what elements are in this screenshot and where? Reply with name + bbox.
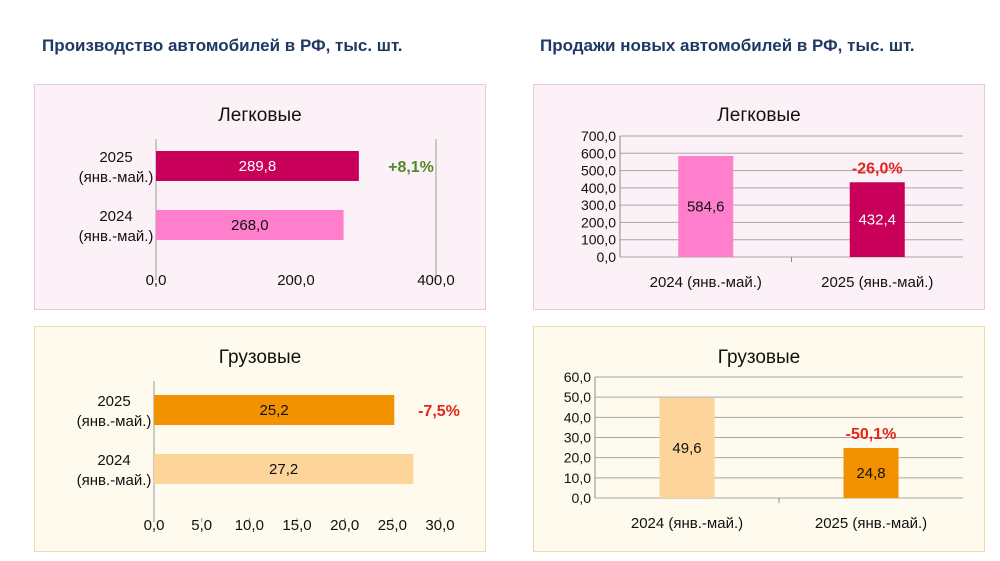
y-tick-label: 20,0 bbox=[564, 450, 591, 466]
category-label: 2025 (янв.-май.) bbox=[821, 274, 933, 291]
panel-background bbox=[533, 326, 985, 552]
x-tick-label: 0,0 bbox=[144, 517, 165, 534]
category-label: (янв.-май.) bbox=[77, 413, 152, 430]
chart-title: Легковые bbox=[717, 105, 800, 126]
x-tick-label: 30,0 bbox=[425, 517, 454, 534]
sales-trucks-panel: Грузовые 0,0 10,0 20,0 30,0 40,0 50,0 60,0 49,6 2… bbox=[533, 326, 985, 552]
bar-value-label: 268,0 bbox=[231, 217, 269, 234]
y-tick-label: 0,0 bbox=[597, 249, 617, 265]
y-tick-label: 500,0 bbox=[581, 163, 616, 179]
y-tick-label: 700,0 bbox=[581, 128, 616, 144]
panel-background bbox=[533, 84, 985, 310]
production-heading: Производство автомобилей в РФ, тыс. шт. bbox=[42, 36, 403, 55]
x-tick-label: 0,0 bbox=[146, 272, 167, 289]
x-tick-label: 400,0 bbox=[417, 272, 455, 289]
production-passenger-panel: Легковые 0,0 200,0 400,0 289,8 2025 (янв.-май.… bbox=[34, 84, 486, 310]
category-label: 2025 bbox=[99, 149, 132, 166]
change-label: +8,1% bbox=[388, 159, 434, 176]
chart-title: Легковые bbox=[218, 105, 301, 126]
bar-value-label: 432,4 bbox=[858, 212, 896, 229]
category-label: 2025 (янв.-май.) bbox=[815, 515, 927, 532]
category-label: 2024 (янв.-май.) bbox=[631, 515, 743, 532]
production-trucks-panel: Грузовые 0,0 5,0 10,0 15,0 20,0 25,0 30,0 25,2 20… bbox=[34, 326, 486, 552]
bar-value-label: 25,2 bbox=[260, 402, 289, 419]
bar-value-label: 24,8 bbox=[856, 465, 885, 482]
category-label: (янв.-май.) bbox=[79, 228, 154, 245]
panel-background bbox=[34, 326, 486, 552]
x-tick-label: 20,0 bbox=[330, 517, 359, 534]
x-tick-label: 25,0 bbox=[378, 517, 407, 534]
y-tick-label: 600,0 bbox=[581, 145, 616, 161]
y-tick-label: 100,0 bbox=[581, 232, 616, 248]
bar-value-label: 49,6 bbox=[672, 440, 701, 457]
y-tick-label: 30,0 bbox=[564, 430, 591, 446]
bar-value-label: 289,8 bbox=[239, 158, 277, 175]
change-label: -50,1% bbox=[846, 426, 897, 443]
bar bbox=[154, 454, 414, 484]
bar bbox=[156, 210, 344, 240]
panel-background bbox=[34, 84, 486, 310]
chart-title: Грузовые bbox=[219, 347, 301, 368]
y-tick-label: 10,0 bbox=[564, 470, 591, 486]
category-label: 2024 (янв.-май.) bbox=[650, 274, 762, 291]
bar bbox=[156, 151, 359, 181]
x-tick-label: 15,0 bbox=[282, 517, 311, 534]
y-tick-label: 40,0 bbox=[564, 409, 591, 425]
bar bbox=[659, 397, 715, 498]
category-label: 2024 bbox=[97, 452, 130, 469]
bar-value-label: 27,2 bbox=[269, 461, 298, 478]
category-label: 2024 bbox=[99, 208, 132, 225]
y-tick-label: 0,0 bbox=[572, 490, 592, 506]
x-tick-label: 5,0 bbox=[191, 517, 212, 534]
x-tick-label: 10,0 bbox=[235, 517, 264, 534]
bar bbox=[154, 395, 395, 425]
y-tick-label: 50,0 bbox=[564, 389, 591, 405]
change-label: -7,5% bbox=[418, 403, 460, 420]
sales-passenger-panel: Легковые 0,0 100,0 200,0 300,0 400,0 500,0 600,… bbox=[533, 84, 985, 310]
chart-title: Грузовые bbox=[718, 347, 800, 368]
y-tick-label: 60,0 bbox=[564, 369, 591, 385]
chart-svg: Легковые 0,0 200,0 400,0 289,8 2025 (янв.-май.… bbox=[34, 84, 486, 310]
y-tick-label: 300,0 bbox=[581, 197, 616, 213]
sales-heading: Продажи новых автомобилей в РФ, тыс. шт. bbox=[540, 36, 915, 55]
bar bbox=[843, 447, 899, 498]
change-label: -26,0% bbox=[852, 160, 903, 177]
y-tick-label: 200,0 bbox=[581, 214, 616, 230]
bar-value-label: 584,6 bbox=[687, 198, 725, 215]
category-label: 2025 bbox=[97, 393, 130, 410]
bar bbox=[849, 182, 905, 257]
x-tick-label: 200,0 bbox=[277, 272, 315, 289]
category-label: (янв.-май.) bbox=[79, 169, 154, 186]
chart-svg: Грузовые 0,0 5,0 10,0 15,0 20,0 25,0 30,0 25,2 20… bbox=[34, 326, 486, 552]
bar bbox=[678, 155, 734, 257]
category-label: (янв.-май.) bbox=[77, 472, 152, 489]
y-tick-label: 400,0 bbox=[581, 180, 616, 196]
chart-svg: Грузовые 0,0 10,0 20,0 30,0 40,0 50,0 60,0 49,6 2… bbox=[533, 326, 985, 552]
